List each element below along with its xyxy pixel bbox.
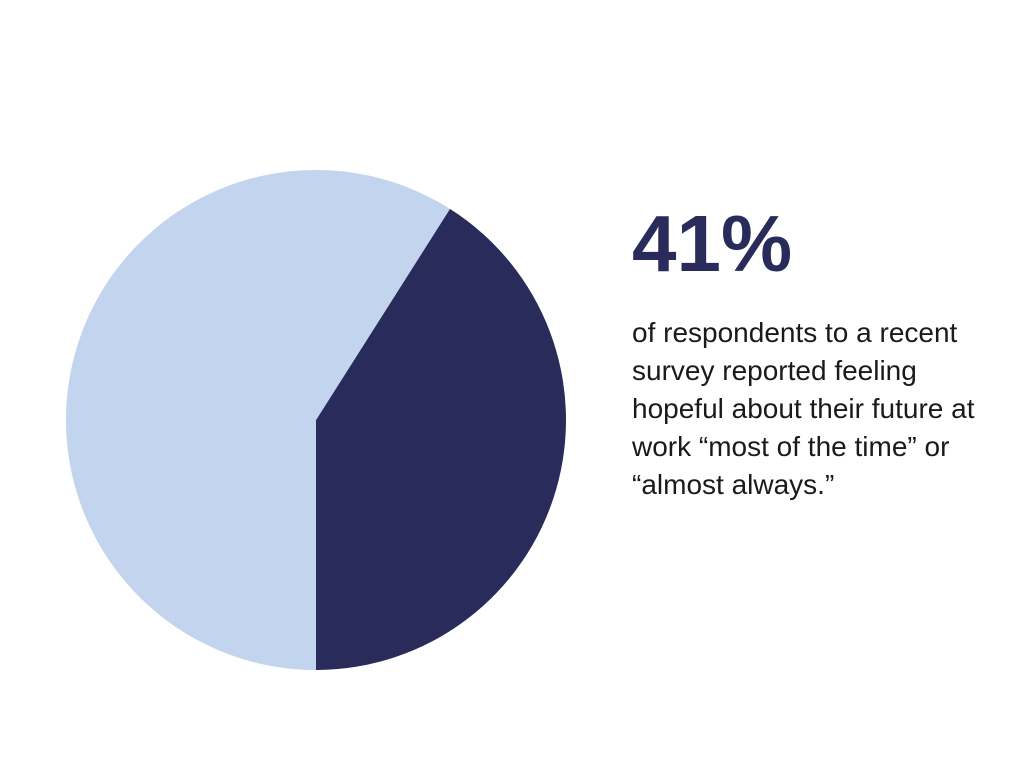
stat-caption: of respondents to a recent survey report… bbox=[632, 317, 975, 500]
pie-slice-2 bbox=[66, 170, 450, 670]
stat-value: 41% bbox=[632, 199, 793, 288]
pie-slice-1 bbox=[316, 208, 567, 671]
stat-block: 41% of respondents to a recent survey re… bbox=[632, 198, 992, 504]
